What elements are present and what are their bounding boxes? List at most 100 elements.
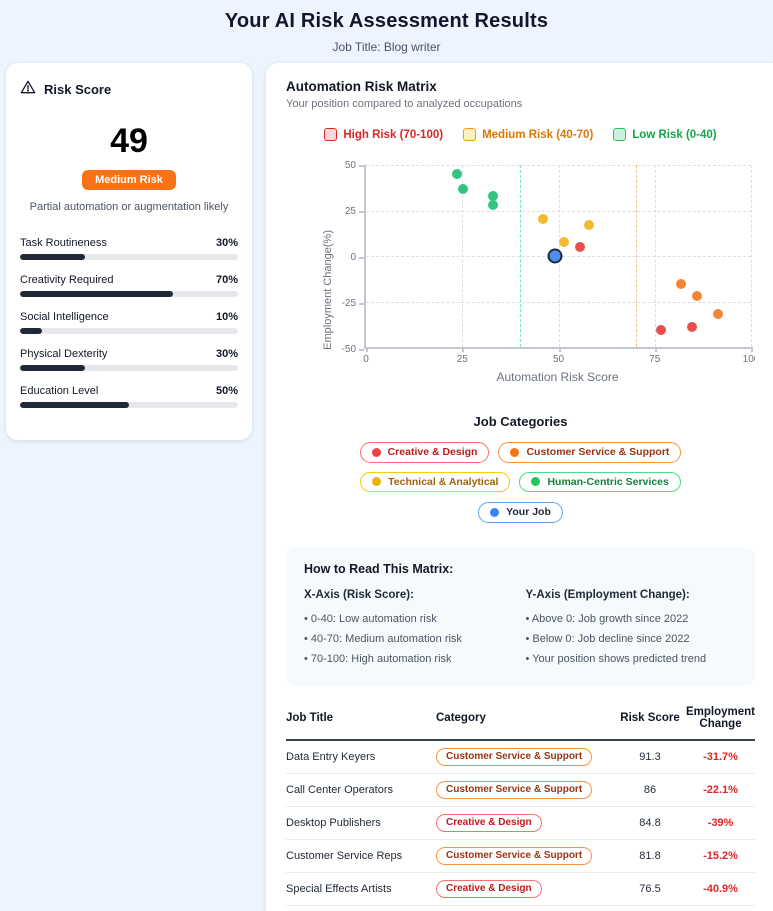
job-title-cell: Data Entry Keyers [286,750,376,763]
howto-bullet: • Below 0: Job decline since 2022 [525,632,690,645]
category-pill-table: Creative & Design [436,879,542,898]
factor-progress-track [20,254,238,260]
factor-progress-fill [20,402,129,408]
howto-bullet: • Above 0: Job growth since 2022 [525,612,689,625]
occupation-point [538,213,549,224]
risk-score-card-header: Risk Score [20,79,238,100]
matrix-subtitle: Your position compared to analyzed occup… [286,98,523,110]
occupation-point [675,278,686,289]
factor-progress-track [20,402,238,408]
warning-triangle-icon [20,79,36,100]
plot-area: 0 25 50 75 100 [363,165,755,365]
howto-column-heading: X-Axis (Risk Score): [304,588,414,601]
occupation-point [655,325,666,336]
category-pill-your-job: Your Job [478,502,563,523]
category-pill-label: Customer Service & Support [526,446,670,458]
category-pill-label: Your Job [506,506,551,518]
howto-bullet: • Your position shows predicted trend [525,653,707,666]
your-job-point [547,248,563,264]
category-dot [371,447,381,457]
category-cell: Creative & Design [436,879,614,898]
risk-score-cell: 84.8 [639,816,661,829]
y-tick-label: 0 [350,252,356,263]
factor-progress-fill [20,254,86,260]
v-gridline [462,165,464,347]
factor-progress-fill [20,328,42,334]
factor-value: 10% [215,311,238,323]
job-categories-section: Job Categories Creative & Design Customer… [286,414,755,523]
risk-factor-row: Physical Dexterity 30% [20,348,238,371]
table-row: Special Effects Artists Creative & Design… [286,873,756,906]
category-pill-label: Technical & Analytical [388,475,499,488]
risk-score-title: Risk Score [44,82,112,97]
category-dot [531,477,541,487]
x-tick-mark [654,347,657,352]
category-pill-table: Creative & Design [436,813,542,832]
occupation-point [488,190,499,201]
job-title-cell: Call Center Operators [286,783,393,796]
risk-factor-labels: Creativity Required 70% [20,274,238,286]
category-pill-legend: Creative & Design [359,442,490,463]
category-pill-table: Customer Service & Support [436,846,593,865]
occupation-point [458,183,469,194]
risk-factor-labels: Physical Dexterity 30% [20,348,238,360]
x-tick-mark [558,347,561,352]
risk-matrix-card: Automation Risk Matrix Your position com… [266,63,773,911]
employment-change-cell: -40.9% [703,882,738,895]
table-row: Customer Service Reps Customer Service & … [286,840,756,873]
risk-factor-labels: Social Intelligence 10% [20,311,238,323]
table-header-cell: Employment Change [686,705,756,730]
risk-score-cell: 91.3 [639,750,661,763]
risk-legend-swatch [613,128,627,141]
y-tick-label: -50 [341,344,356,355]
y-axis-title: Employment Change(%) [322,230,334,350]
job-title-subtitle: Job Title: Blog writer [332,40,441,54]
job-title-cell: Desktop Publishers [286,816,381,829]
y-tick-mark [359,211,364,213]
table-body: Data Entry Keyers Customer Service & Supp… [286,741,756,911]
job-title-cell: Customer Service Reps [286,849,403,862]
factor-value: 30% [215,237,238,249]
factor-progress-track [20,365,238,371]
category-cell: Customer Service & Support [436,780,614,799]
occupation-point [574,241,585,252]
category-cell: Customer Service & Support [436,846,614,865]
risk-zone-boundary-line [520,165,521,347]
x-tick-label: 50 [552,354,565,365]
risk-score-cell: 86 [643,783,657,796]
factor-progress-track [20,328,238,334]
howto-title: How to Read This Matrix: [304,561,454,576]
employment-change-cell: -15.2% [703,849,738,862]
factor-label: Social Intelligence [20,311,109,323]
howto-column: Y-Axis (Employment Change): • Above 0: Jo… [526,589,738,670]
category-pill-label: Human-Centric Services [547,475,669,488]
table-row: Data Entry Keyers Customer Service & Supp… [286,741,756,774]
risk-legend-item: Low Risk (0-40) [613,128,717,141]
category-pill-table: Customer Service & Support [436,780,593,799]
x-tick-label: 0 [363,354,369,365]
risk-level-badge: Medium Risk [82,170,176,190]
factor-progress-fill [20,365,86,371]
factor-value: 30% [215,348,238,360]
y-tick-label: 50 [344,160,356,171]
category-pill-table: Customer Service & Support [436,747,593,766]
howto-box: How to Read This Matrix: X-Axis (Risk Sc… [286,546,756,686]
x-tick-mark [751,347,754,352]
howto-column: X-Axis (Risk Score): • 0-40: Low automati… [304,589,516,670]
howto-bullet: • 40-70: Medium automation risk [304,632,462,645]
page-title: Your AI Risk Assessment Results [224,10,549,32]
risk-score-value: 49 [110,122,148,160]
job-categories-title: Job Categories [473,414,568,429]
risk-legend-swatch [463,128,477,141]
risk-score-card: Risk Score 49 Medium Risk Partial automa… [6,63,252,440]
category-cell: Customer Service & Support [436,747,614,766]
occupation-point [488,200,499,211]
howto-bullet-list: • 0-40: Low automation risk • 40-70: Medi… [304,609,516,670]
occupation-point [712,308,723,319]
howto-bullet: • 70-100: High automation risk [304,653,452,666]
scatter-chart: Employment Change(%) 0 25 50 75 100 Automati… [286,149,755,386]
table-header-cell: Risk Score [620,711,680,724]
employment-change-cell: -22.1% [703,783,738,796]
x-tick-label: 100 [742,354,755,365]
table-row: Financial AnalystsTechnical & Analytical… [286,906,755,911]
